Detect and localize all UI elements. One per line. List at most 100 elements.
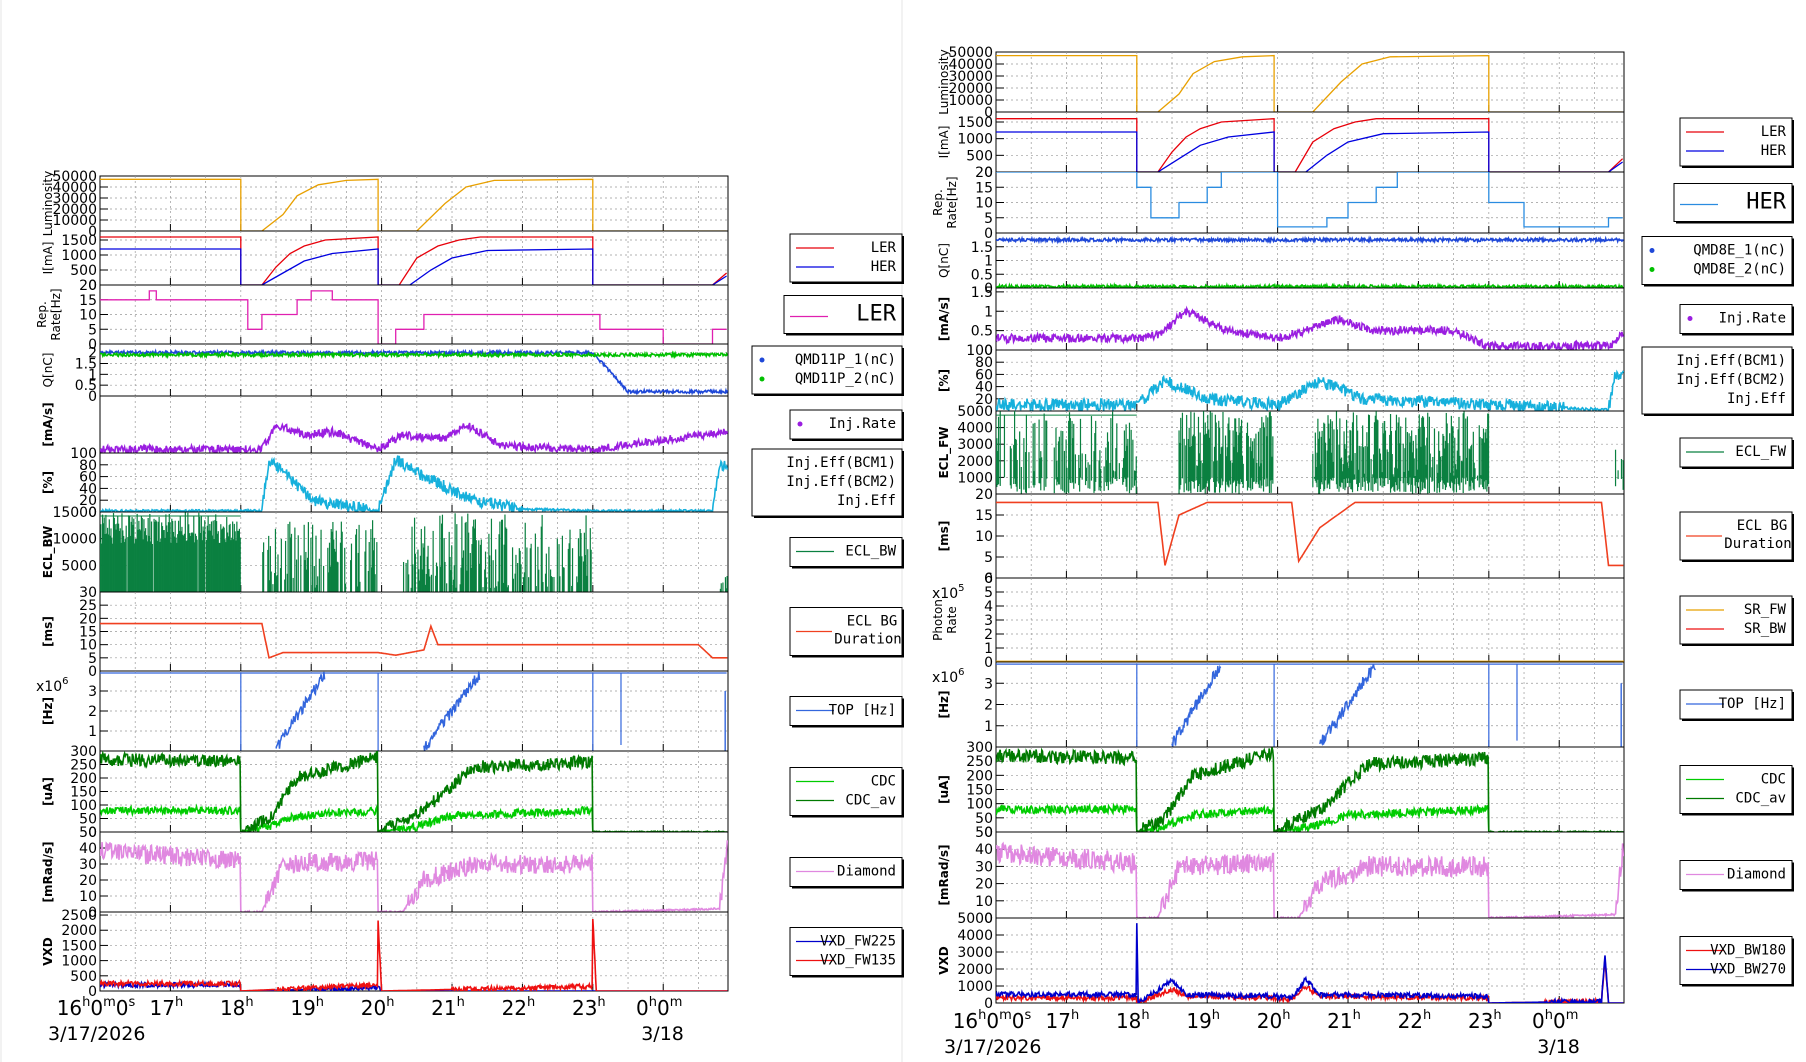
y-axis-label: [ms] (41, 616, 55, 647)
series-group (100, 622, 728, 659)
panel-frame (99, 230, 729, 286)
y-tick-label: 500 (70, 969, 97, 985)
y-tick-label: 20 (975, 487, 993, 503)
panel-6: 5000 10000 15000 ECL_BW ECL_BW (41, 505, 904, 593)
panel-4: 0 0.5 1 1.5 [mA/s] Inj.Rate (937, 285, 1794, 359)
legend-label: VXD_FW135 (820, 953, 896, 969)
y-tick-label: 10 (79, 308, 97, 324)
y-tick-label: 4 (984, 599, 993, 615)
y-axis-label: [uA] (41, 777, 55, 806)
y-axis-label: VXD (937, 946, 951, 975)
y-tick-label: 50 (975, 825, 993, 841)
y-tick-label: 30 (79, 857, 97, 873)
legend-label: CDC_av (1735, 791, 1786, 807)
series-line (996, 131, 1623, 172)
y-tick-label: 3 (88, 684, 97, 700)
y-tick-label: 0 (88, 337, 97, 353)
y-tick-label: 20 (79, 278, 97, 294)
series-group (100, 290, 727, 344)
legend-label: HER (871, 259, 897, 275)
y-axis-label: [ms] (937, 521, 951, 552)
y-tick-label: 0 (984, 226, 993, 242)
y-tick-label: 2000 (957, 962, 993, 978)
legend-label: Diamond (837, 864, 896, 880)
top-line (240, 672, 727, 751)
legend-label: SR_BW (1744, 621, 1787, 637)
y-tick-label: 50 (79, 812, 97, 828)
legend-box (751, 345, 903, 395)
y-tick-label: 0 (984, 911, 993, 927)
legend-marker (1649, 248, 1655, 253)
y-tick-label: 2 (984, 698, 993, 714)
y-tick-label: 1.5 (971, 285, 993, 301)
y-tick-label: 10 (975, 894, 993, 910)
series-line (996, 923, 1624, 1003)
panel-frame (995, 51, 1625, 113)
y-axis-label: Luminosity (41, 171, 55, 236)
y-tick-label: 50 (975, 811, 993, 827)
y-tick-label: 30000 (52, 191, 97, 207)
panel-frame (995, 661, 1625, 748)
y-tick-label: 10 (79, 638, 97, 654)
legend: Inj.Eff(BCM1) Inj.Eff(BCM2) Inj.Eff (751, 448, 904, 518)
series-line (996, 235, 1624, 245)
legend-label: Inj.Eff (1727, 391, 1786, 407)
legend-label: HER (1746, 190, 1786, 215)
series-group (996, 501, 1624, 567)
y-tick-label: 15 (975, 508, 993, 524)
y-exponent: x105 (932, 583, 964, 602)
panel-8: 1 2 3 [Hz] x106 TOP [Hz] (36, 670, 904, 752)
series-group (100, 422, 728, 453)
y-tick-label: 40 (975, 380, 993, 396)
y-axis-label: Rep.Rate[Hz] (931, 176, 959, 228)
legend-label: VXD_BW270 (1710, 962, 1786, 978)
legend-label: SR_FW (1744, 602, 1787, 618)
y-tick-label: 4000 (957, 421, 993, 437)
legend: LER HER (789, 233, 904, 284)
y-tick-label: 4000 (957, 928, 993, 944)
legend-label: QMD8E_1(nC) (1693, 243, 1786, 259)
top-ramp (275, 671, 326, 749)
y-axis-label: I[mA] (41, 242, 55, 275)
y-axis-label: [uA] (937, 775, 951, 804)
y-tick-label: 200 (70, 771, 97, 787)
y-axis-label: [Hz] (937, 691, 951, 719)
y-tick-label: 2500 (61, 908, 97, 924)
series-group (996, 305, 1624, 350)
y-tick-label: 10000 (52, 213, 97, 229)
panel-4: [mA/s] Inj.Rate (41, 395, 904, 454)
legend-box (1673, 183, 1793, 222)
series-group (100, 512, 728, 592)
legend-box (789, 927, 903, 976)
y-tick-label: 30 (79, 585, 97, 601)
legend-label: VXD_BW180 (1710, 943, 1786, 959)
legend-label: QMD11P_2(nC) (795, 371, 896, 387)
y-tick-label: 300 (966, 740, 993, 756)
y-tick-label: 40000 (948, 57, 993, 73)
panel-3: 00.511.5 Q[nC] QMD8E_1(nC) QMD8E_2(nC) (937, 232, 1794, 297)
panel-9: 1 2 3 [Hz] x106 TOP [Hz] (932, 661, 1794, 748)
legend-box (1641, 346, 1793, 415)
y-tick-label: 1000 (61, 954, 97, 970)
panel-frame (995, 493, 1625, 579)
series-group (100, 178, 727, 231)
series-line (996, 501, 1624, 567)
y-tick-label: 20 (975, 392, 993, 408)
y-axis-label: Q[nC] (41, 353, 55, 388)
series-line (996, 369, 1624, 411)
series-line (100, 248, 727, 285)
chart-left: 01000020000300004000050000Luminosity0500… (35, 169, 904, 1045)
panel-frame (99, 911, 729, 992)
y-axis-label: ECL_FW (937, 426, 952, 478)
legend-marker (759, 357, 765, 363)
y-tick-label: 2 (88, 346, 97, 362)
legend-box (751, 448, 903, 517)
y-tick-label: 1000 (957, 132, 993, 148)
